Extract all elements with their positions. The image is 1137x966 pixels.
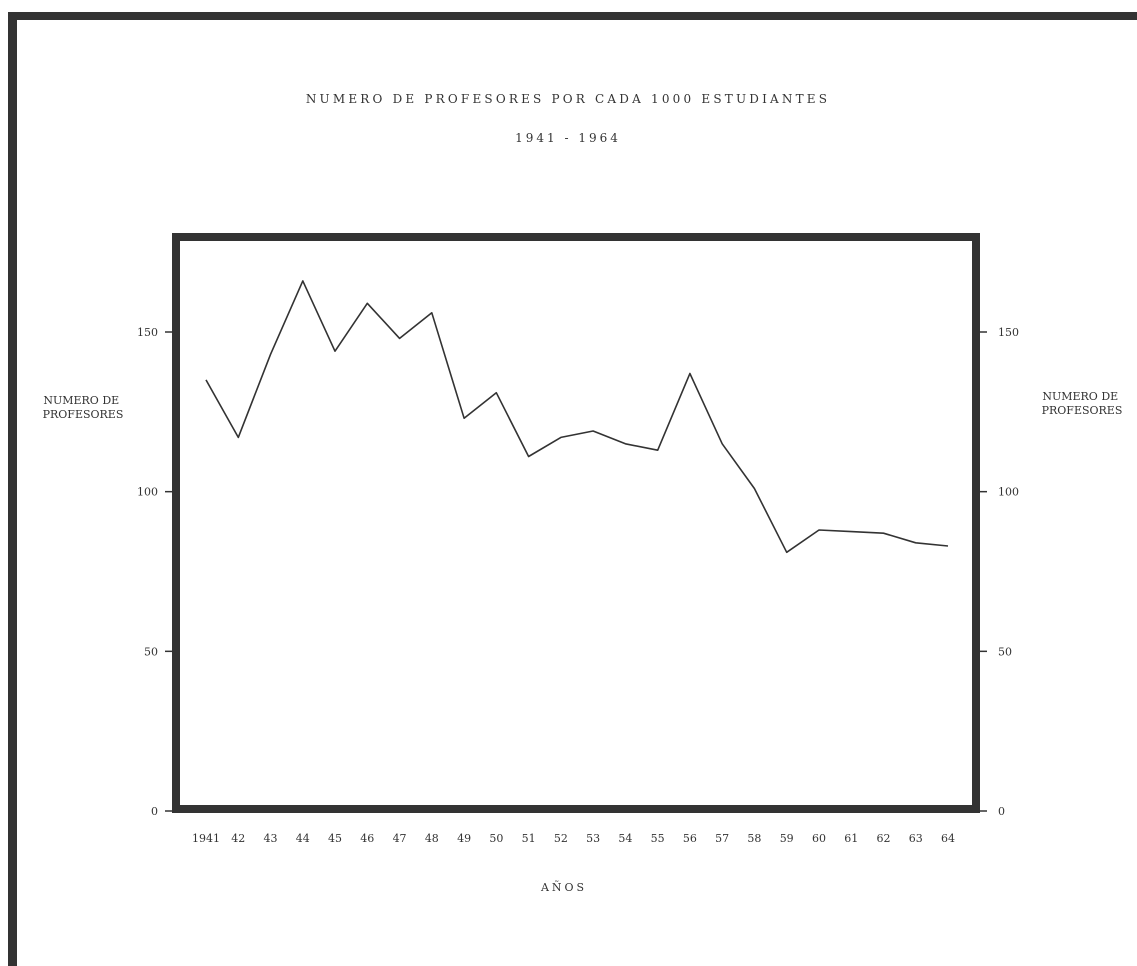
chart-subtitle: 1941 - 1964 [515,131,621,145]
x-tick-label: 58 [747,832,761,845]
data-point [528,456,530,458]
y-tick-label-left: 100 [137,486,158,499]
data-point [495,392,497,394]
y-tick-label-left: 0 [151,805,158,818]
y-tick-label-right: 0 [998,805,1005,818]
data-point [302,280,304,282]
data-point [431,312,433,314]
x-tick-label: 1941 [192,832,220,845]
y-tick-label-right: 100 [998,486,1019,499]
data-point [850,531,852,533]
x-tick-label: 52 [554,832,568,845]
data-point [818,529,820,531]
data-point [882,532,884,534]
x-tick-label: 46 [360,832,374,845]
data-point [657,449,659,451]
data-point [721,443,723,445]
chart-title: NUMERO DE PROFESORES POR CADA 1000 ESTUD… [306,92,830,106]
y-axis-label-left: NUMERO DE PROFESORES [43,394,124,421]
x-tick-label: 56 [683,832,697,845]
x-tick-label: 42 [231,832,245,845]
x-tick-label: 57 [715,832,729,845]
plot-area-frame [172,233,980,813]
x-axis: 1941 42 43 44 45 46 47 48 49 50 51 52 53 54 55 56 57 58 59… [192,832,955,845]
y-tick-label-right: 50 [998,645,1012,658]
x-tick-label: 55 [651,832,665,845]
y-axis-label-right: NUMERO DE PROFESORES [1042,390,1123,417]
data-point [786,551,788,553]
data-point [753,487,755,489]
page-frame [8,12,1137,966]
y-tick-label-right: 150 [998,326,1019,339]
x-tick-label: 48 [425,832,439,845]
x-tick-label: 44 [296,832,310,845]
x-tick-label: 43 [264,832,278,845]
data-point [334,350,336,352]
x-tick-label: 45 [328,832,342,845]
y-axis-left: 0 50 100 150 [137,326,173,818]
x-tick-label: 47 [393,832,407,845]
data-point [592,430,594,432]
data-point [624,443,626,445]
x-tick-label: 61 [844,832,858,845]
data-point [560,436,562,438]
x-tick-label: 51 [522,832,536,845]
y-tick-label-left: 150 [137,326,158,339]
data-point [463,417,465,419]
data-point [270,353,272,355]
x-tick-label: 62 [876,832,890,845]
x-tick-label: 49 [457,832,471,845]
data-point [399,337,401,339]
data-point [366,302,368,304]
data-point [689,373,691,375]
x-tick-label: 60 [812,832,826,845]
y-tick-label-left: 50 [144,645,158,658]
data-point [915,542,917,544]
x-axis-label: AÑOS [540,880,587,894]
series-points [205,280,949,553]
data-point [205,379,207,381]
x-tick-label: 53 [586,832,600,845]
x-tick-label: 64 [941,832,955,845]
x-tick-label: 54 [618,832,632,845]
data-point [237,436,239,438]
x-tick-label: 63 [909,832,923,845]
x-tick-label: 50 [489,832,503,845]
x-tick-label: 59 [780,832,794,845]
data-point [947,545,949,547]
y-axis-right: 0 50 100 150 [979,326,1019,818]
series-line [205,280,949,554]
